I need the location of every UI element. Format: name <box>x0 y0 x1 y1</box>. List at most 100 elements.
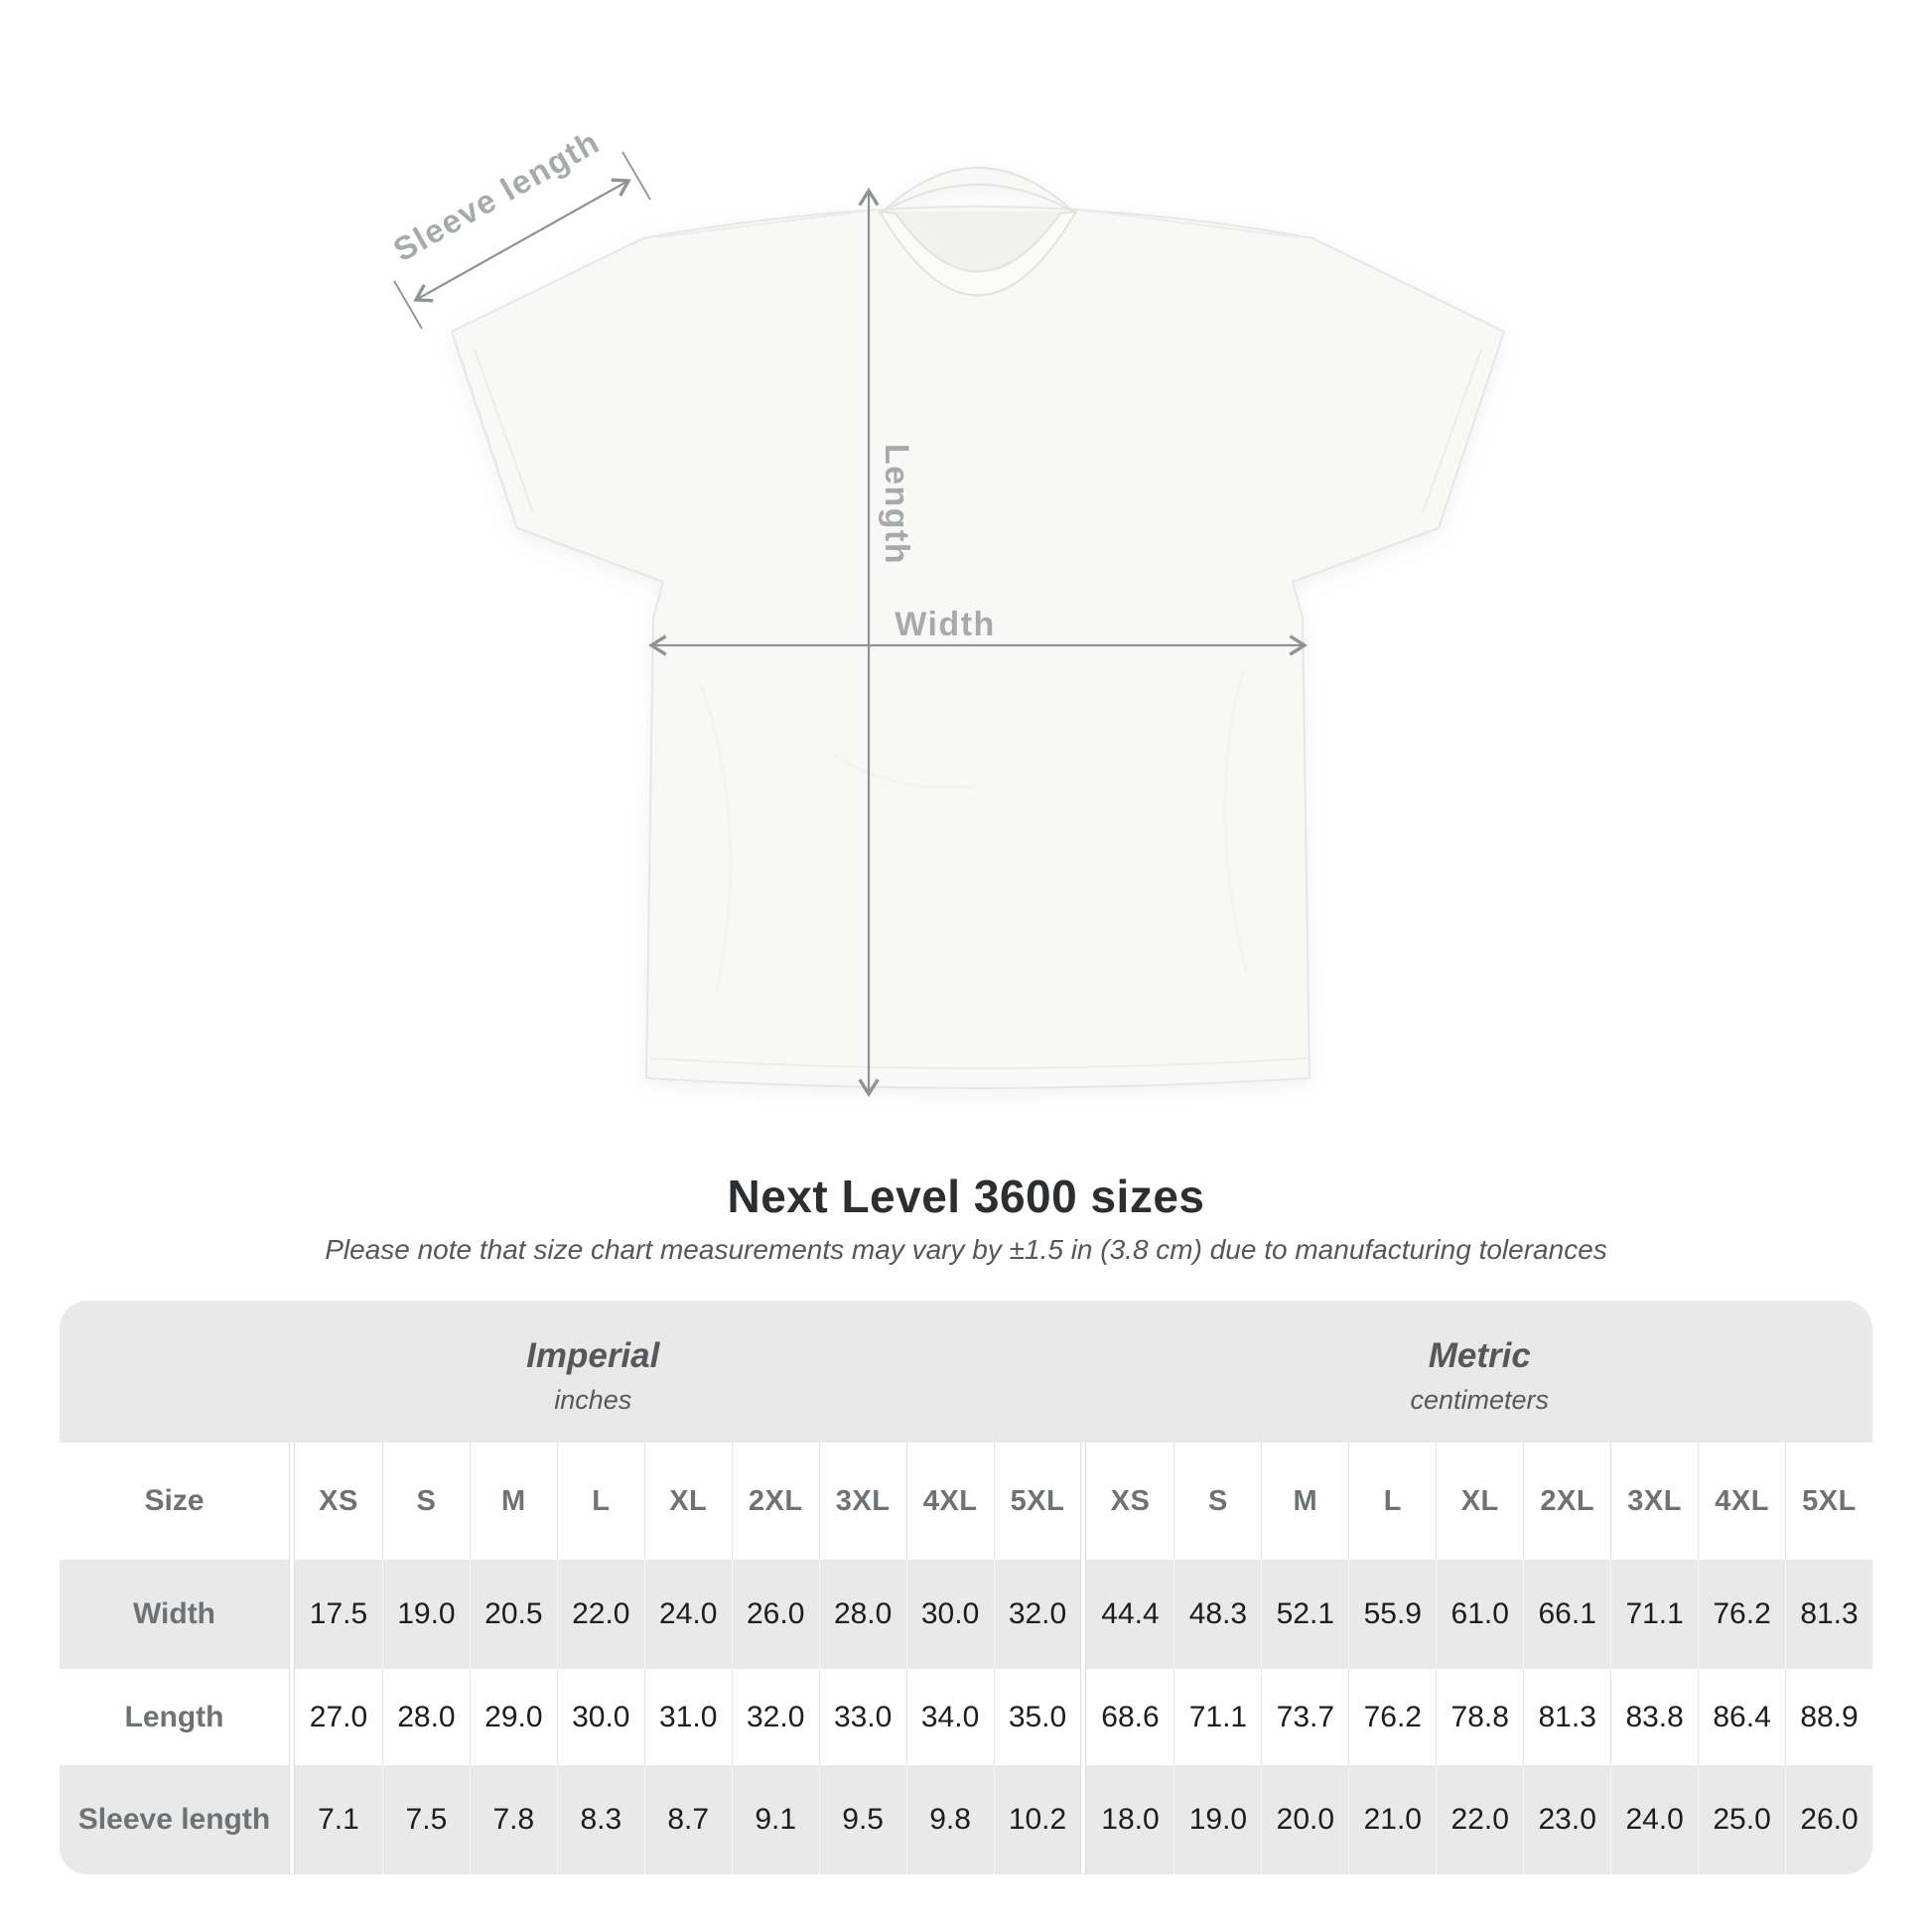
value-cell: 24.0 <box>643 1560 732 1669</box>
value-cell: 66.1 <box>1523 1560 1610 1669</box>
imperial-group-header: Imperial inches <box>60 1301 1081 1443</box>
value-cell: 18.0 <box>1101 1802 1160 1836</box>
column-divider <box>289 1765 295 1873</box>
value-cell: 28.0 <box>818 1560 906 1669</box>
value-cell: 33.0 <box>818 1669 906 1765</box>
size-header-cell: XL <box>643 1443 732 1560</box>
tolerance-note: Please note that size chart measurements… <box>325 1234 1607 1265</box>
value-cell: 55.9 <box>1348 1560 1436 1669</box>
unit-divider <box>1080 1765 1087 1873</box>
unit-divider <box>1080 1560 1087 1669</box>
sleeve-extension-tick <box>393 280 423 330</box>
row-label: Length <box>124 1700 224 1733</box>
value-cell: 30.0 <box>556 1669 644 1765</box>
value-cell: 52.1 <box>1261 1560 1348 1669</box>
value-cell: 26.0 <box>1785 1765 1872 1873</box>
value-cell: 73.7 <box>1261 1669 1348 1765</box>
unit-divider <box>1080 1669 1087 1765</box>
value-cell: 78.8 <box>1436 1669 1523 1765</box>
value-cell: 81.3 <box>1785 1560 1872 1669</box>
length-label: Length <box>878 444 915 565</box>
shirt-wrinkles <box>699 670 1249 994</box>
value-cell: 8.7 <box>643 1765 732 1873</box>
value-cell: 71.1 <box>1173 1669 1261 1765</box>
dimension-lines <box>393 151 1309 1098</box>
length-row: Length 27.0 28.0 29.0 30.0 31.0 32.0 33.… <box>60 1669 1872 1765</box>
width-label: Width <box>895 606 996 643</box>
size-header-cell: L <box>1348 1443 1436 1560</box>
value-cell: 76.2 <box>1348 1669 1436 1765</box>
value-cell: 7.5 <box>381 1765 470 1873</box>
sleeve-length-label: Sleeve length <box>387 123 606 269</box>
value-cell: 32.0 <box>993 1560 1081 1669</box>
size-header-cell: XS <box>319 1484 358 1517</box>
value-cell: 7.8 <box>469 1765 557 1873</box>
tshirt-measurement-diagram: Sleeve length Length Width <box>387 123 1505 1098</box>
column-divider <box>289 1560 295 1669</box>
value-cell: 17.5 <box>309 1597 368 1630</box>
value-cell: 28.0 <box>381 1669 470 1765</box>
value-cell: 20.5 <box>469 1560 557 1669</box>
size-header-cell: 3XL <box>818 1443 906 1560</box>
size-header-cell: 5XL <box>1785 1443 1872 1560</box>
size-header-cell: 5XL <box>993 1443 1081 1560</box>
value-cell: 9.8 <box>905 1765 994 1873</box>
size-header-cell: 3XL <box>1610 1443 1698 1560</box>
value-cell: 26.0 <box>731 1560 819 1669</box>
value-cell: 35.0 <box>993 1669 1081 1765</box>
value-cell: 44.4 <box>1101 1597 1160 1630</box>
value-cell: 23.0 <box>1523 1765 1610 1873</box>
imperial-title: Imperial <box>526 1335 660 1375</box>
unit-group-header: Imperial inches Metric centimeters <box>60 1301 1872 1443</box>
value-cell: 30.0 <box>905 1560 994 1669</box>
value-cell: 48.3 <box>1173 1560 1261 1669</box>
value-cell: 21.0 <box>1348 1765 1436 1873</box>
value-cell: 32.0 <box>731 1669 819 1765</box>
value-cell: 22.0 <box>1436 1765 1523 1873</box>
size-header-cell: L <box>556 1443 644 1560</box>
column-divider <box>289 1443 295 1560</box>
value-cell: 61.0 <box>1436 1560 1523 1669</box>
imperial-unit: inches <box>554 1384 632 1415</box>
sleeve-length-row: Sleeve length 7.1 7.5 7.8 8.3 8.7 9.1 9.… <box>60 1765 1872 1873</box>
value-cell: 20.0 <box>1261 1765 1348 1873</box>
value-cell: 34.0 <box>905 1669 994 1765</box>
size-header-cell: XS <box>1110 1484 1151 1517</box>
size-header-cell: M <box>1261 1443 1348 1560</box>
value-cell: 19.0 <box>381 1560 470 1669</box>
sleeve-extension-tick <box>621 151 651 201</box>
value-cell: 27.0 <box>309 1700 368 1733</box>
size-header-cell: XL <box>1436 1443 1523 1560</box>
value-cell: 10.2 <box>993 1765 1081 1873</box>
value-cell: 22.0 <box>556 1560 644 1669</box>
value-cell: 7.1 <box>318 1802 359 1836</box>
metric-group-header: Metric centimeters <box>1087 1301 1873 1443</box>
value-cell: 24.0 <box>1610 1765 1698 1873</box>
column-divider <box>289 1669 295 1765</box>
size-header-cell: S <box>381 1443 470 1560</box>
size-header-cell: S <box>1173 1443 1261 1560</box>
value-cell: 71.1 <box>1610 1560 1698 1669</box>
shirt-seams <box>474 208 1482 1069</box>
value-cell: 68.6 <box>1101 1700 1160 1733</box>
size-column-label: Size <box>144 1484 205 1517</box>
width-row: Width 17.5 19.0 20.5 22.0 24.0 26.0 28.0… <box>60 1560 1872 1669</box>
sleeve-dimension-line <box>413 178 631 303</box>
size-header-cell: 4XL <box>1698 1443 1785 1560</box>
size-header-row: Size XS S M L XL 2XL 3XL 4XL 5XL XS S M … <box>60 1443 1872 1560</box>
size-header-cell: 2XL <box>1523 1443 1610 1560</box>
row-label: Sleeve length <box>77 1802 271 1836</box>
size-table-panel: Imperial inches Metric centimeters Size … <box>60 1301 1872 1874</box>
value-cell: 25.0 <box>1698 1765 1785 1873</box>
unit-divider <box>1080 1443 1087 1560</box>
size-header-cell: 2XL <box>731 1443 819 1560</box>
metric-unit: centimeters <box>1410 1384 1550 1415</box>
value-cell: 9.5 <box>818 1765 906 1873</box>
value-cell: 29.0 <box>469 1669 557 1765</box>
value-cell: 9.1 <box>731 1765 819 1873</box>
value-cell: 8.3 <box>556 1765 644 1873</box>
value-cell: 81.3 <box>1523 1669 1610 1765</box>
value-cell: 88.9 <box>1785 1669 1872 1765</box>
page-title: Next Level 3600 sizes <box>727 1171 1205 1222</box>
size-header-cell: 4XL <box>905 1443 994 1560</box>
